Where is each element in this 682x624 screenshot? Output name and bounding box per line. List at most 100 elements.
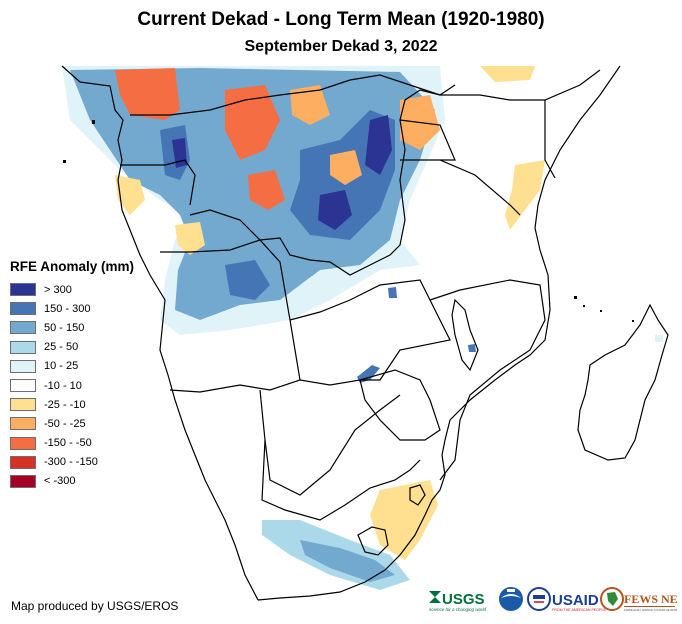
anomaly-region-orange-drc-center bbox=[330, 150, 362, 185]
legend-item: -300 - -150 bbox=[10, 453, 134, 472]
border-mozambique bbox=[429, 279, 546, 481]
anomaly-region-dark-blue-2 bbox=[318, 190, 352, 230]
legend-label: -25 - -10 bbox=[44, 398, 86, 411]
legend-item: -150 - -50 bbox=[10, 434, 134, 453]
legend-swatch bbox=[10, 417, 36, 431]
island bbox=[92, 120, 95, 124]
usaid-seal-band bbox=[533, 595, 545, 599]
map-subtitle: September Dekad 3, 2022 bbox=[244, 38, 438, 55]
usaid-logo: USAID FROM THE AMERICAN PEOPLE bbox=[527, 587, 606, 612]
fewsnet-logo-text: FEWS NET bbox=[624, 592, 677, 606]
border-malawi bbox=[451, 298, 479, 372]
legend-label: 10 - 25 bbox=[44, 360, 79, 373]
usgs-tagline: science for a changing world bbox=[429, 607, 487, 612]
anomaly-region-yellow-sa bbox=[370, 480, 438, 560]
anomaly-field bbox=[62, 66, 663, 590]
anomaly-region-blue-sa-core bbox=[300, 540, 395, 582]
usaid-tagline: FROM THE AMERICAN PEOPLE bbox=[552, 608, 606, 612]
border-namibia-botswana bbox=[259, 389, 401, 496]
noaa-logo bbox=[499, 587, 523, 611]
legend: RFE Anomaly (mm) > 300 150 - 300 50 - 150 2… bbox=[10, 259, 134, 491]
africa-coastline-west bbox=[61, 65, 259, 601]
anomaly-region-orange-drc bbox=[248, 170, 285, 210]
usgs-logo-text: USGS bbox=[442, 591, 485, 608]
legend-item: -10 - 10 bbox=[10, 376, 134, 395]
legend-swatch bbox=[10, 398, 36, 412]
anomaly-region-orange-light bbox=[290, 85, 330, 125]
map-title: Current Dekad - Long Term Mean (1920-198… bbox=[137, 9, 545, 30]
border-lesotho bbox=[357, 526, 389, 556]
border-cameroon-gabon bbox=[120, 159, 196, 206]
legend-item: 50 - 150 bbox=[10, 318, 134, 337]
legend-item: 150 - 300 bbox=[10, 299, 134, 318]
legend-swatch bbox=[10, 455, 36, 469]
legend-label: > 300 bbox=[44, 283, 72, 296]
anomaly-region-orange-northedge bbox=[480, 66, 535, 82]
island bbox=[574, 296, 577, 299]
legend-label: 25 - 50 bbox=[44, 341, 79, 354]
legend-label: -10 - 10 bbox=[44, 379, 82, 392]
anomaly-region-madagascar bbox=[655, 335, 663, 342]
fewsnet-tagline: FAMINE EARLY WARNING SYSTEMS NETWORK bbox=[624, 609, 677, 612]
border-tanzania-kenya bbox=[400, 159, 521, 216]
legend-swatch bbox=[10, 283, 36, 297]
fewsnet-continent bbox=[607, 592, 618, 606]
noaa-bird-icon bbox=[501, 594, 521, 598]
fewsnet-logo: FEWS NET FAMINE EARLY WARNING SYSTEMS NE… bbox=[600, 587, 677, 612]
island bbox=[632, 320, 634, 322]
anomaly-region-blue-zambia bbox=[388, 287, 397, 298]
anomaly-region-dark-blue bbox=[365, 115, 392, 175]
legend-swatch bbox=[10, 379, 36, 393]
island bbox=[583, 305, 585, 307]
legend-label: 150 - 300 bbox=[44, 302, 91, 315]
partner-logos: USGS science for a changing world USAID … bbox=[429, 587, 677, 612]
legend-swatch bbox=[10, 302, 36, 316]
legend-swatch bbox=[10, 321, 36, 335]
legend-item: -50 - -25 bbox=[10, 414, 134, 433]
madagascar-outline bbox=[577, 303, 669, 461]
legend-swatch bbox=[10, 474, 36, 488]
legend-swatch bbox=[10, 340, 36, 354]
legend-label: -50 - -25 bbox=[44, 417, 86, 430]
legend-item: > 300 bbox=[10, 280, 134, 299]
legend-label: < -300 bbox=[44, 475, 76, 488]
noaa-emblem-icon bbox=[499, 587, 523, 611]
anomaly-region-orange-gabon bbox=[115, 175, 145, 215]
island bbox=[63, 160, 66, 163]
usgs-wave-icon bbox=[429, 591, 441, 603]
border-eswatini bbox=[409, 484, 426, 506]
anomaly-region-dark-blue-zambezi bbox=[357, 365, 380, 383]
anomaly-region-yellow-kenya-coast bbox=[505, 160, 545, 230]
border-kenya-somalia bbox=[544, 100, 556, 179]
country-borders bbox=[61, 65, 669, 601]
legend-item: 25 - 50 bbox=[10, 338, 134, 357]
map-credit: Map produced by USGS/EROS bbox=[11, 599, 179, 613]
border-zimbabwe bbox=[359, 369, 441, 441]
usgs-logo: USGS science for a changing world bbox=[429, 591, 487, 612]
noaa-label bbox=[507, 589, 515, 592]
anomaly-region-yellow-congo bbox=[175, 222, 205, 255]
usaid-logo-text: USAID bbox=[552, 592, 599, 609]
legend-items: > 300 150 - 300 50 - 150 25 - 50 10 - 25 -10 … bbox=[10, 280, 134, 491]
border-sa-north bbox=[261, 439, 421, 521]
anomaly-region-dark-blue-malawi bbox=[468, 344, 476, 352]
legend-label: 50 - 150 bbox=[44, 321, 85, 334]
legend-title: RFE Anomaly (mm) bbox=[10, 259, 135, 274]
legend-swatch bbox=[10, 436, 36, 450]
island bbox=[600, 310, 602, 312]
anomaly-region-orange-car bbox=[225, 85, 280, 160]
africa-coastline-south bbox=[257, 65, 621, 601]
border-drc bbox=[189, 84, 456, 276]
legend-item: -25 - -10 bbox=[10, 395, 134, 414]
anomaly-region-blue-150-300-angola bbox=[225, 260, 270, 300]
legend-label: -300 - -150 bbox=[44, 456, 98, 469]
anomaly-region-orange-cameroon bbox=[115, 68, 180, 120]
border-north bbox=[130, 69, 601, 116]
border-uganda bbox=[399, 119, 456, 161]
legend-swatch bbox=[10, 359, 36, 373]
legend-item: < -300 bbox=[10, 472, 134, 491]
fewsnet-underline bbox=[624, 606, 675, 607]
legend-item: 10 - 25 bbox=[10, 357, 134, 376]
legend-label: -150 - -50 bbox=[44, 437, 92, 450]
